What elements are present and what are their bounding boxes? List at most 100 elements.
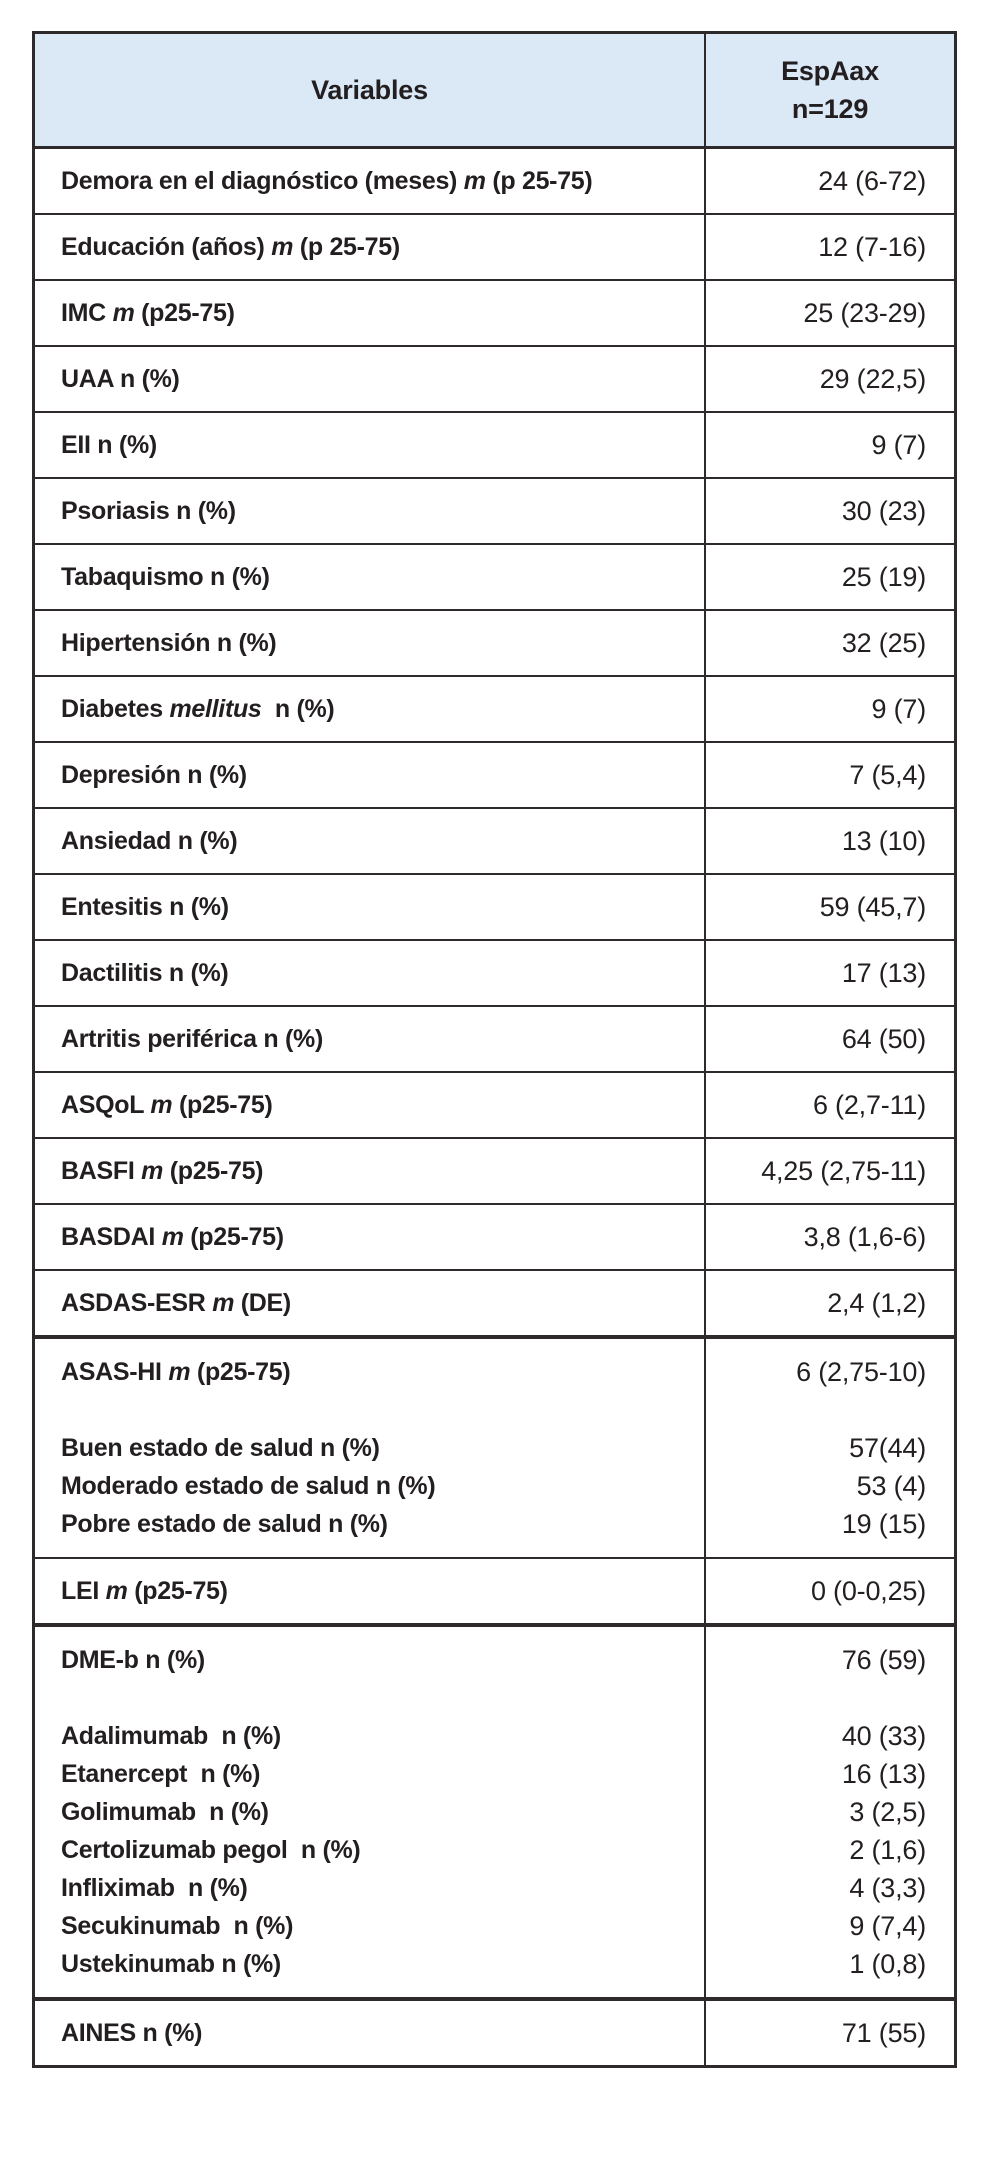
label-segment: Adalimumab n (%) bbox=[61, 1722, 281, 1750]
row-value-cell: 17 (13) bbox=[704, 941, 954, 1005]
table-row: Dactilitis n (%) 17 (13) bbox=[35, 939, 954, 1005]
row-label: Ansiedad n (%) bbox=[61, 822, 696, 860]
column-header-variables-label: Variables bbox=[311, 75, 428, 105]
row-label-cell: Dactilitis n (%) bbox=[35, 941, 704, 1005]
row-label: Educación (años) m (p 25-75) bbox=[61, 228, 696, 266]
table-row: BASFI m (p25-75) 4,25 (2,75-11) bbox=[35, 1137, 954, 1203]
label-italic-segment: m bbox=[212, 1289, 235, 1317]
label-segment: EII n (%) bbox=[61, 431, 157, 459]
label-italic-segment: m bbox=[463, 167, 486, 195]
row-value-cell: 25 (19) bbox=[704, 545, 954, 609]
label-segment: Etanercept n (%) bbox=[61, 1760, 261, 1788]
row-label: Adalimumab n (%) bbox=[61, 1717, 696, 1755]
table-row: Educación (años) m (p 25-75) 12 (7-16) bbox=[35, 213, 954, 279]
table-row: Artritis periférica n (%) 64 (50) bbox=[35, 1005, 954, 1071]
row-value: 64 (50) bbox=[841, 1024, 926, 1054]
row-value: 3 (2,5) bbox=[849, 1797, 926, 1827]
row-label-cell: Demora en el diagnóstico (meses) m (p 25… bbox=[35, 149, 704, 213]
label-segment: Depresión n (%) bbox=[61, 761, 247, 789]
row-value: 30 (23) bbox=[841, 496, 926, 526]
row-label: EII n (%) bbox=[61, 426, 696, 464]
row-label-cell: Diabetes mellitus n (%) bbox=[35, 677, 704, 741]
row-value: 25 (19) bbox=[841, 562, 926, 592]
table-header-row: Variables EspAax n=129 bbox=[35, 34, 954, 149]
row-value-cell: 71 (55) bbox=[704, 2001, 954, 2065]
row-value-cell: 9 (7) bbox=[704, 413, 954, 477]
row-value: 9 (7,4) bbox=[849, 1911, 926, 1941]
row-value: 71 (55) bbox=[841, 2018, 926, 2048]
row-label: Hipertensión n (%) bbox=[61, 624, 696, 662]
row-value-cell: 25 (23-29) bbox=[704, 281, 954, 345]
row-value: 13 (10) bbox=[841, 826, 926, 856]
row-label: Ustekinumab n (%) bbox=[61, 1945, 696, 1983]
row-value: 25 (23-29) bbox=[803, 298, 926, 328]
row-label: Demora en el diagnóstico (meses) m (p 25… bbox=[61, 162, 696, 200]
row-value-cell: 0 (0-0,25) bbox=[704, 1559, 954, 1623]
label-segment: Ustekinumab n (%) bbox=[61, 1950, 281, 1978]
table-row: IMC m (p25-75) 25 (23-29) bbox=[35, 279, 954, 345]
row-label: ASAS-HI m (p25-75) bbox=[61, 1353, 696, 1391]
row-value: 53 (4) bbox=[856, 1471, 927, 1501]
label-segment: (p 25-75) bbox=[485, 167, 593, 195]
row-value-cell: 6 (2,75-10) 57(44) 53 (4) 19 (15) bbox=[704, 1339, 954, 1557]
table-row: Psoriasis n (%) 30 (23) bbox=[35, 477, 954, 543]
spacer-line bbox=[61, 1679, 696, 1717]
row-value-cell: 59 (45,7) bbox=[704, 875, 954, 939]
row-label: Etanercept n (%) bbox=[61, 1755, 696, 1793]
label-segment: ASDAS-ESR bbox=[61, 1289, 213, 1317]
row-value: 9 (7) bbox=[871, 694, 926, 724]
label-segment: (p25-75) bbox=[163, 1157, 264, 1185]
row-value: 32 (25) bbox=[841, 628, 926, 658]
row-label-cell: AINES n (%) bbox=[35, 2001, 704, 2065]
row-label-cell: IMC m (p25-75) bbox=[35, 281, 704, 345]
label-italic-segment: m bbox=[105, 1577, 128, 1605]
table-row: Hipertensión n (%) 32 (25) bbox=[35, 609, 954, 675]
column-header-variables: Variables bbox=[35, 34, 704, 146]
label-segment: BASFI bbox=[61, 1157, 142, 1185]
row-label-cell: BASFI m (p25-75) bbox=[35, 1139, 704, 1203]
label-segment: Educación (años) bbox=[61, 233, 272, 261]
row-value: 19 (15) bbox=[841, 1509, 926, 1539]
row-value-cell: 76 (59) 40 (33) 16 (13) 3 (2,5) 2 (1,6) 4 (3,… bbox=[704, 1627, 954, 1997]
row-value-cell: 3,8 (1,6-6) bbox=[704, 1205, 954, 1269]
label-segment: UAA n (%) bbox=[61, 365, 180, 393]
row-label: UAA n (%) bbox=[61, 360, 696, 398]
label-segment: Buen estado de salud n (%) bbox=[61, 1434, 380, 1462]
row-value: 59 (45,7) bbox=[819, 892, 926, 922]
label-segment: Ansiedad n (%) bbox=[61, 827, 238, 855]
label-segment: (DE) bbox=[234, 1289, 291, 1317]
row-label-cell: Artritis periférica n (%) bbox=[35, 1007, 704, 1071]
row-value: 2,4 (1,2) bbox=[827, 1288, 926, 1318]
row-value-cell: 29 (22,5) bbox=[704, 347, 954, 411]
table-row: Diabetes mellitus n (%) 9 (7) bbox=[35, 675, 954, 741]
row-label: Infliximab n (%) bbox=[61, 1869, 696, 1907]
spacer-line bbox=[714, 1679, 926, 1717]
row-label: Tabaquismo n (%) bbox=[61, 558, 696, 596]
table-row: ASAS-HI m (p25-75) Buen estado de salud n… bbox=[35, 1335, 954, 1557]
label-italic-segment: m bbox=[161, 1223, 184, 1251]
label-segment: IMC bbox=[61, 299, 113, 327]
row-label: Buen estado de salud n (%) bbox=[61, 1429, 696, 1467]
row-label: Diabetes mellitus n (%) bbox=[61, 690, 696, 728]
label-segment: Diabetes bbox=[61, 695, 170, 723]
column-header-espaax-group: EspAax bbox=[781, 56, 879, 86]
label-segment: ASAS-HI bbox=[61, 1358, 169, 1386]
label-segment: LEI bbox=[61, 1577, 106, 1605]
row-label: AINES n (%) bbox=[61, 2014, 696, 2052]
label-segment: Golimumab n (%) bbox=[61, 1798, 269, 1826]
row-label-cell: EII n (%) bbox=[35, 413, 704, 477]
row-value: 6 (2,75-10) bbox=[796, 1357, 926, 1387]
table-row: Entesitis n (%) 59 (45,7) bbox=[35, 873, 954, 939]
label-segment: Secukinumab n (%) bbox=[61, 1912, 294, 1940]
row-label: Dactilitis n (%) bbox=[61, 954, 696, 992]
row-label: DME-b n (%) bbox=[61, 1641, 696, 1679]
label-segment: Infliximab n (%) bbox=[61, 1874, 248, 1902]
column-header-espaax-count: n=129 bbox=[791, 94, 869, 124]
label-segment: (p 25-75) bbox=[293, 233, 400, 261]
label-italic-segment: m bbox=[141, 1157, 164, 1185]
clinical-variables-table: Variables EspAax n=129 Demora en el diag… bbox=[32, 31, 957, 2068]
row-value: 6 (2,7-11) bbox=[812, 1090, 926, 1120]
table-row: UAA n (%) 29 (22,5) bbox=[35, 345, 954, 411]
label-segment: Pobre estado de salud n (%) bbox=[61, 1510, 388, 1538]
label-italic-segment: mellitus bbox=[169, 695, 262, 723]
